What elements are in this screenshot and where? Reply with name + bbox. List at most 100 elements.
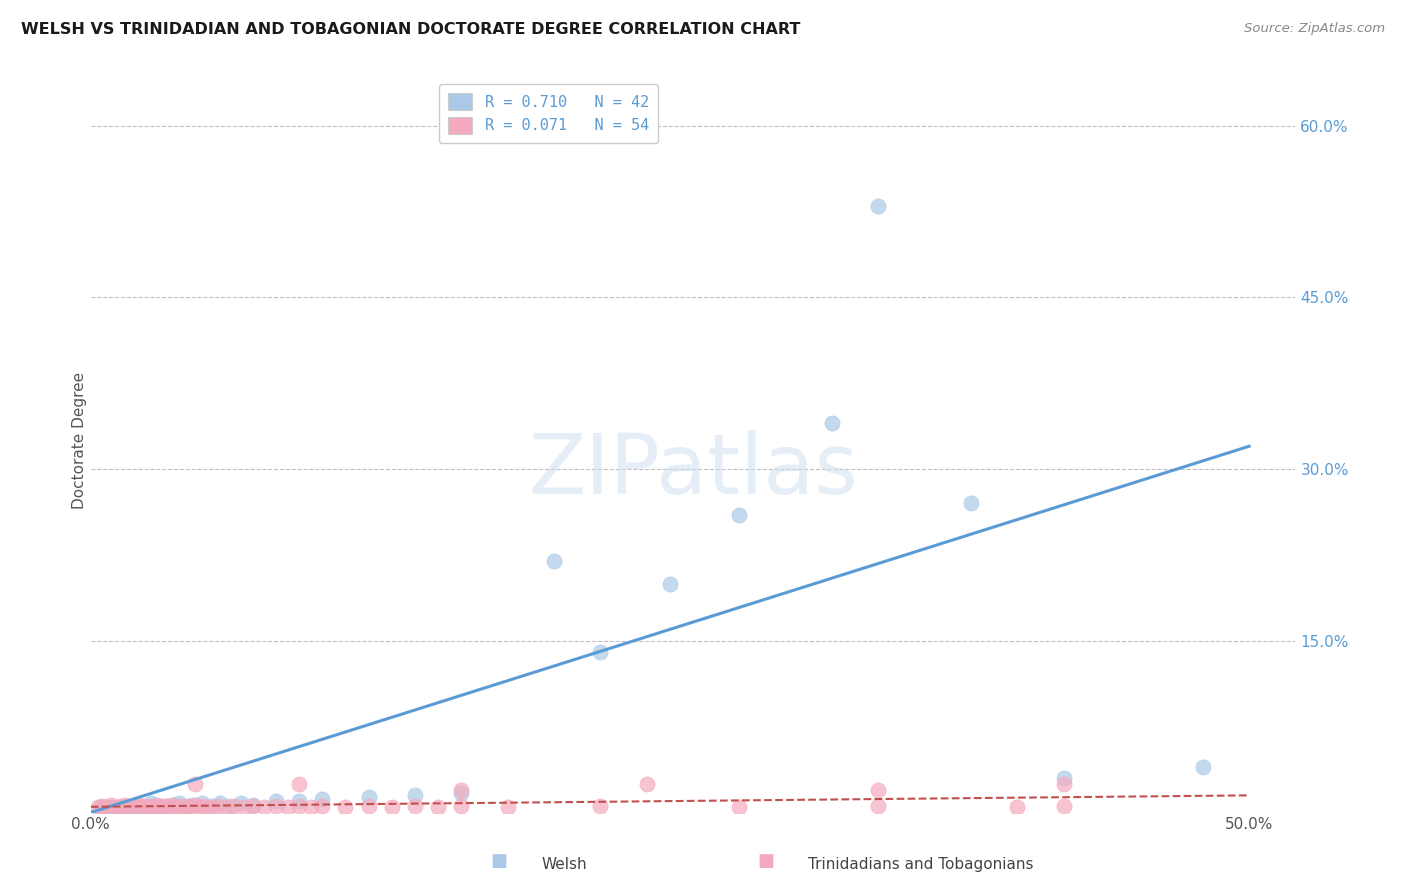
- Point: [135, 800, 157, 814]
- Point: [299, 800, 322, 814]
- Point: [1053, 798, 1076, 813]
- Text: Source: ZipAtlas.com: Source: ZipAtlas.com: [1244, 22, 1385, 36]
- Point: [93, 800, 115, 814]
- Point: [821, 417, 844, 431]
- Point: [157, 800, 180, 814]
- Point: [174, 800, 197, 814]
- Point: [264, 798, 287, 813]
- Point: [868, 782, 890, 797]
- Y-axis label: Doctorate Degree: Doctorate Degree: [72, 372, 87, 509]
- Point: [589, 645, 612, 659]
- Point: [86, 800, 108, 814]
- Point: [191, 797, 214, 811]
- Point: [311, 798, 333, 813]
- Point: [193, 798, 215, 813]
- Point: [98, 800, 121, 814]
- Point: [231, 797, 253, 811]
- Text: ■: ■: [758, 852, 775, 870]
- Point: [117, 800, 139, 814]
- Point: [172, 800, 194, 814]
- Point: [427, 800, 450, 814]
- Point: [152, 800, 174, 814]
- Point: [167, 797, 190, 811]
- Point: [658, 576, 681, 591]
- Point: [450, 798, 472, 813]
- Point: [139, 797, 162, 811]
- Point: [311, 792, 333, 806]
- Point: [728, 800, 751, 814]
- Point: [636, 777, 658, 791]
- Point: [114, 797, 136, 812]
- Point: [253, 800, 276, 814]
- Point: [357, 789, 380, 804]
- Point: [381, 800, 404, 814]
- Point: [89, 800, 111, 814]
- Point: [124, 798, 146, 813]
- Point: [277, 800, 299, 814]
- Point: [224, 798, 246, 813]
- Point: [960, 496, 983, 510]
- Point: [450, 786, 472, 800]
- Point: [184, 777, 207, 791]
- Point: [132, 798, 155, 813]
- Legend: R = 0.710   N = 42, R = 0.071   N = 54: R = 0.710 N = 42, R = 0.071 N = 54: [439, 84, 658, 144]
- Point: [242, 797, 264, 812]
- Point: [728, 508, 751, 522]
- Text: ■: ■: [491, 852, 508, 870]
- Point: [200, 800, 222, 814]
- Point: [1191, 760, 1213, 774]
- Point: [103, 800, 125, 814]
- Point: [149, 800, 172, 814]
- Point: [145, 798, 167, 813]
- Point: [118, 800, 141, 814]
- Point: [1053, 777, 1076, 791]
- Point: [105, 800, 128, 814]
- Point: [200, 798, 222, 813]
- Point: [160, 797, 183, 812]
- Point: [138, 800, 160, 814]
- Point: [107, 800, 129, 814]
- Point: [170, 798, 193, 813]
- Point: [177, 798, 200, 813]
- Point: [125, 800, 148, 814]
- Point: [128, 797, 150, 812]
- Point: [1007, 800, 1029, 814]
- Point: [543, 554, 565, 568]
- Point: [209, 797, 232, 811]
- Point: [288, 777, 311, 791]
- Point: [868, 798, 890, 813]
- Point: [335, 800, 357, 814]
- Point: [96, 800, 118, 814]
- Point: [288, 798, 311, 813]
- Point: [184, 797, 207, 812]
- Point: [242, 798, 264, 813]
- Point: [589, 798, 612, 813]
- Point: [121, 800, 143, 814]
- Point: [404, 798, 426, 813]
- Point: [218, 798, 240, 813]
- Point: [91, 798, 114, 813]
- Point: [146, 797, 169, 812]
- Point: [163, 797, 186, 812]
- Point: [179, 798, 201, 813]
- Point: [357, 798, 380, 813]
- Point: [131, 800, 153, 814]
- Point: [110, 798, 132, 813]
- Point: [156, 798, 179, 813]
- Text: WELSH VS TRINIDADIAN AND TOBAGONIAN DOCTORATE DEGREE CORRELATION CHART: WELSH VS TRINIDADIAN AND TOBAGONIAN DOCT…: [21, 22, 800, 37]
- Point: [288, 794, 311, 808]
- Point: [188, 800, 211, 814]
- Point: [214, 800, 236, 814]
- Text: Welsh: Welsh: [541, 857, 586, 872]
- Point: [153, 798, 176, 813]
- Point: [142, 798, 165, 813]
- Point: [404, 789, 426, 803]
- Point: [1053, 771, 1076, 785]
- Point: [100, 797, 122, 812]
- Point: [112, 800, 135, 814]
- Point: [232, 800, 254, 814]
- Text: ZIPatlas: ZIPatlas: [529, 430, 858, 511]
- Point: [207, 798, 229, 813]
- Text: Trinidadians and Tobagonians: Trinidadians and Tobagonians: [808, 857, 1033, 872]
- Point: [868, 199, 890, 213]
